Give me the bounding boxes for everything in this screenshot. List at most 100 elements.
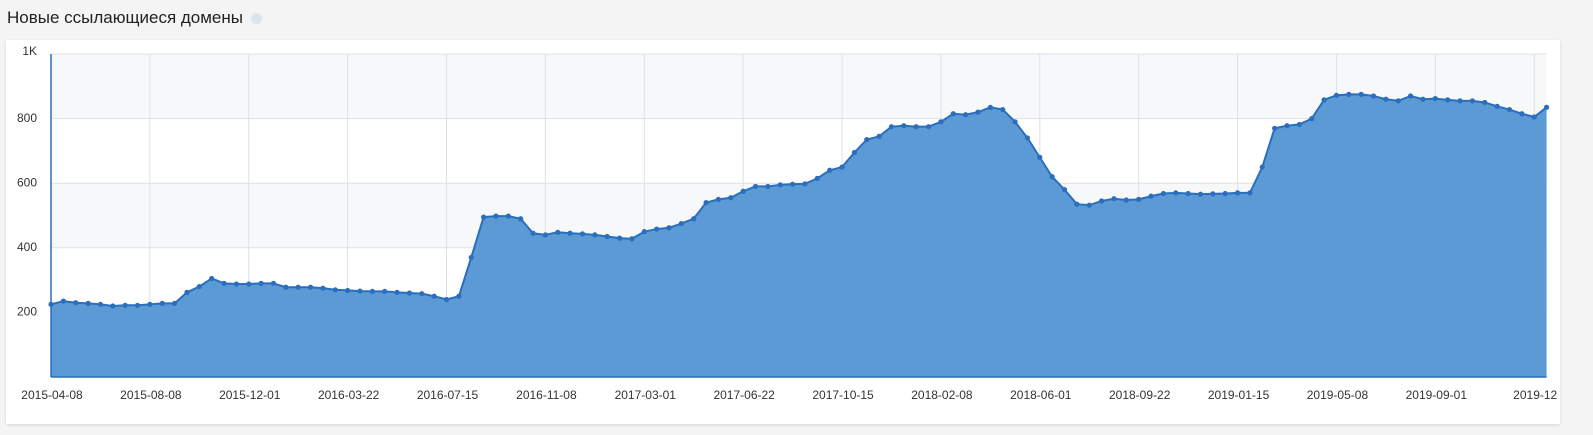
point (369, 288, 375, 295)
point (752, 183, 759, 190)
point (827, 167, 833, 173)
point (332, 287, 338, 293)
point (1395, 98, 1401, 104)
point (1506, 106, 1513, 113)
point (864, 136, 870, 143)
point (715, 196, 722, 202)
point (518, 216, 524, 222)
point (629, 236, 635, 242)
point (85, 300, 91, 306)
point (1024, 135, 1031, 141)
x-tick-label: 2015-12-01 (219, 388, 281, 402)
point (1074, 201, 1080, 207)
point (654, 226, 660, 232)
point (295, 284, 301, 290)
point (987, 104, 993, 110)
point (283, 284, 289, 290)
point (913, 124, 919, 130)
point (406, 290, 413, 296)
point (1099, 198, 1105, 204)
point (975, 109, 981, 115)
point (1333, 92, 1340, 98)
y-tick-label: 600 (17, 175, 37, 189)
point (530, 230, 536, 236)
x-tick-label: 2017-10-15 (812, 388, 874, 402)
point (616, 235, 623, 241)
point (1346, 91, 1352, 97)
point (505, 213, 511, 219)
point (1284, 123, 1290, 129)
y-tick-label: 400 (17, 240, 37, 254)
point (1049, 174, 1055, 180)
area (51, 94, 1547, 377)
point (1173, 190, 1179, 196)
point (691, 216, 697, 222)
x-tick-label: 2019-05-08 (1307, 388, 1369, 402)
point (802, 181, 808, 187)
point (357, 288, 363, 294)
point (567, 230, 573, 236)
point (1259, 164, 1265, 170)
point (1370, 93, 1377, 99)
point (1296, 121, 1302, 128)
point (431, 293, 437, 299)
point (888, 124, 895, 130)
point (443, 296, 450, 303)
x-tick-label: 2016-11-08 (516, 388, 577, 402)
x-tick-label: 2019-12 (1513, 388, 1557, 402)
y-tick-label: 200 (17, 305, 37, 319)
point (1061, 187, 1068, 193)
point (579, 231, 586, 237)
point (555, 229, 561, 235)
x-tick-label: 2016-07-15 (417, 388, 479, 402)
title-text: Новые ссылающиеся домены (7, 8, 243, 27)
x-tick-label: 2017-06-22 (713, 388, 775, 402)
info-icon[interactable] (251, 13, 262, 25)
point (1543, 104, 1550, 110)
point (1432, 95, 1438, 102)
point (666, 225, 672, 231)
point (1420, 96, 1426, 102)
point (728, 195, 734, 201)
point (468, 254, 474, 261)
y-tick-label: 1K (22, 44, 37, 58)
point (1531, 114, 1537, 120)
point (394, 289, 400, 295)
point (938, 119, 944, 125)
point (678, 220, 684, 227)
point (1519, 111, 1525, 117)
point (925, 124, 932, 130)
point (233, 281, 239, 287)
point (1445, 97, 1451, 103)
point (1148, 193, 1154, 199)
point (740, 188, 746, 194)
point (270, 280, 277, 286)
point (1457, 98, 1463, 104)
point (790, 181, 796, 187)
point (814, 175, 820, 181)
point (1086, 202, 1092, 208)
x-tick-label: 2018-02-08 (911, 388, 973, 402)
point (172, 300, 178, 306)
point (1012, 119, 1018, 125)
grid-band (51, 54, 1547, 119)
point (122, 302, 128, 308)
y-tick-label: 800 (17, 111, 37, 125)
point (493, 213, 499, 219)
x-tick-label: 2019-01-15 (1208, 388, 1270, 402)
point (1469, 98, 1475, 104)
x-tick-label: 2015-04-08 (21, 388, 83, 402)
point (134, 302, 141, 308)
x-tick-label: 2015-08-08 (120, 388, 182, 402)
x-tick-label: 2019-09-01 (1406, 388, 1468, 402)
point (382, 288, 388, 295)
point (876, 133, 882, 139)
point (851, 149, 858, 156)
point (1234, 190, 1241, 196)
point (1185, 190, 1191, 197)
point (1160, 190, 1166, 197)
point (147, 301, 153, 307)
point (1111, 196, 1117, 202)
